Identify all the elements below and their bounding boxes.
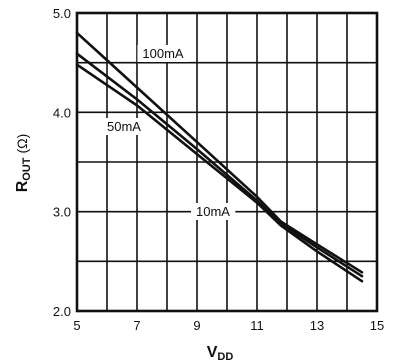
series-lines	[75, 31, 364, 283]
series-label-background	[191, 203, 236, 220]
x-tick-label: 7	[133, 318, 140, 333]
y-axis-title-sub: OUT	[21, 157, 33, 181]
x-tick-label: 5	[73, 318, 80, 333]
x-axis-title: VDD	[207, 344, 234, 363]
y-tick-label: 5.0	[53, 6, 71, 21]
plot-frame	[75, 11, 379, 313]
y-tick-label: 4.0	[53, 105, 71, 120]
x-tick-label: 9	[193, 318, 200, 333]
y-tick-label: 3.0	[53, 205, 71, 220]
x-axis-title-main: V	[207, 344, 218, 361]
series-line-100mA	[75, 31, 364, 274]
series-label-background	[137, 45, 189, 62]
y-axis-title-unit: (Ω)	[14, 134, 30, 154]
series-label-100mA: 100mA	[142, 46, 184, 61]
series-label-50mA: 50mA	[107, 119, 141, 134]
grid-lines	[76, 12, 378, 312]
x-tick-labels: 5 7 9 11 13 15	[73, 318, 384, 333]
series-line-10mA	[75, 63, 364, 283]
y-axis-title-main: R	[14, 180, 31, 192]
x-axis-title-sub: DD	[217, 351, 233, 363]
y-tick-labels: 2.0 3.0 4.0 5.0	[53, 6, 71, 319]
y-axis-title: ROUT (Ω)	[14, 134, 33, 193]
series-label-background	[102, 118, 147, 135]
y-tick-label: 2.0	[53, 304, 71, 319]
series-label-10mA: 10mA	[196, 204, 230, 219]
series-line-50mA	[75, 52, 364, 278]
series-labels: 100mA 50mA 10mA	[102, 45, 236, 220]
x-tick-label: 15	[370, 318, 384, 333]
x-tick-label: 11	[250, 318, 264, 333]
x-tick-label: 13	[310, 318, 324, 333]
